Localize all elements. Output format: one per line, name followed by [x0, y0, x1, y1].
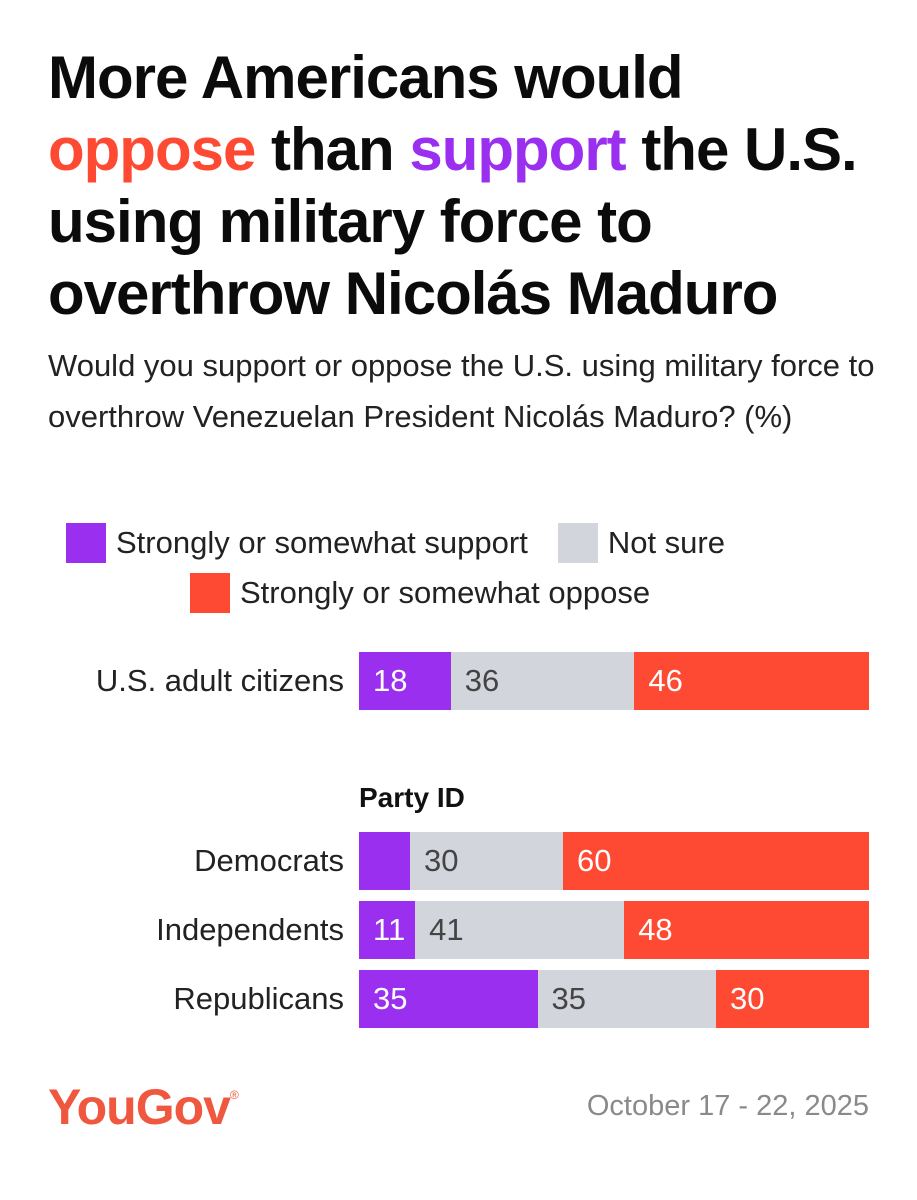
legend-label-oppose: Strongly or somewhat oppose	[240, 575, 651, 610]
bar-value-label-oppose: 30	[730, 981, 765, 1016]
bar-segment-oppose: 48	[624, 901, 869, 959]
bar-value-label-not-sure: 36	[464, 663, 500, 698]
legend-item-oppose: Strongly or somewhat oppose	[190, 573, 650, 613]
bar-value-label-oppose: 46	[648, 663, 683, 698]
bar-value-label-not-sure: 41	[429, 912, 464, 947]
legend-swatch-not-sure	[557, 523, 598, 563]
title-after: the U.S. using military force to overthr…	[48, 116, 858, 327]
bar-segment-support	[359, 832, 410, 890]
bar-row-republicans: 35 35 30	[359, 970, 869, 1028]
bar-segment-not-sure: 35	[537, 970, 716, 1028]
bar-row-democrats: 30 60	[359, 832, 869, 890]
row-label-democrats: Democrats	[194, 843, 344, 878]
row-label-independents: Independents	[156, 912, 344, 947]
bar-value-label-support: 35	[373, 981, 408, 1016]
title-support-word: support	[409, 116, 626, 183]
bar-value-label-support: 18	[373, 663, 408, 698]
survey-date: October 17 - 22, 2025	[586, 1090, 869, 1122]
logo-text: YouGov	[48, 1079, 231, 1135]
bar-segment-not-sure: 41	[415, 901, 625, 959]
bar-row-us-adults: 18 36 46	[359, 652, 869, 710]
legend-swatch-support	[66, 523, 106, 563]
logo-registered-mark: ®	[229, 1088, 239, 1102]
bar-segment-support: 35	[359, 970, 538, 1028]
chart-title: More Americans would oppose than support …	[48, 42, 898, 330]
legend-item-support: Strongly or somewhat support	[66, 523, 528, 563]
bar-segment-not-sure: 36	[450, 652, 635, 710]
group-header-party-id: Party ID	[359, 782, 465, 813]
legend-label-support: Strongly or somewhat support	[116, 525, 528, 560]
bar-value-label-not-sure: 30	[424, 843, 459, 878]
row-label-republicans: Republicans	[173, 981, 344, 1016]
bar-value-label-oppose: 48	[638, 912, 673, 947]
bar-segment-support: 11	[359, 901, 416, 959]
row-label-us-adults: U.S. adult citizens	[95, 663, 344, 698]
bar-value-label-support: 11	[373, 912, 406, 947]
title-oppose-word: oppose	[48, 116, 256, 183]
chart-subtitle: Would you support or oppose the U.S. usi…	[48, 348, 875, 434]
legend-swatch-oppose	[190, 573, 230, 613]
legend-item-not-sure: Not sure	[557, 523, 725, 563]
yougov-logo: YouGov®	[48, 1078, 239, 1136]
bar-segment-oppose: 30	[716, 970, 869, 1028]
bar-segment-not-sure: 30	[410, 832, 563, 890]
bar-segment-support: 18	[359, 652, 451, 710]
title-middle: than	[255, 116, 410, 183]
bar-value-label-not-sure: 35	[551, 981, 586, 1016]
legend-row-2: Strongly or somewhat oppose	[190, 568, 680, 618]
bar-value-label-oppose: 60	[577, 843, 612, 878]
title-line1: More Americans would	[48, 44, 684, 111]
legend-row-1: Strongly or somewhat support Not sure	[66, 518, 755, 568]
bar-segment-oppose: 60	[563, 832, 869, 890]
legend-label-not-sure: Not sure	[607, 525, 725, 560]
bar-segment-oppose: 46	[634, 652, 869, 710]
bar-row-independents: 11 41 48	[359, 901, 869, 959]
